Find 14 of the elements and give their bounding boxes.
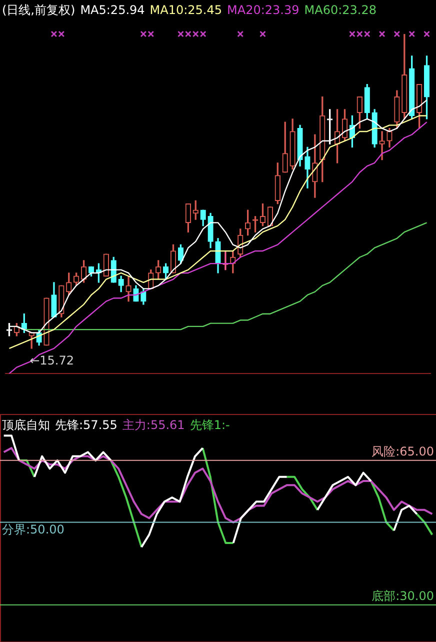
series-label: 先锋1:- <box>190 418 230 432</box>
text: 主力:55.61 <box>122 418 185 432</box>
text: MA10:25.45 <box>150 3 222 17</box>
text: MA5:25.94 <box>80 3 145 17</box>
candlestick <box>379 131 385 160</box>
chart-title: 顶底自知 <box>2 418 50 432</box>
text: MA60:23.28 <box>304 3 376 17</box>
chart-title: (日线,前复权) <box>2 3 76 17</box>
ref-line-label: 底部:30.00 <box>372 588 434 603</box>
text: 先锋:57.55 <box>55 418 118 432</box>
text: MA20:23.39 <box>227 3 300 17</box>
ref-line-label: 分界:50.00 <box>2 522 64 536</box>
annotation: ←15.72 <box>30 354 74 368</box>
ref-line-label: 风险:65.00 <box>372 444 434 459</box>
